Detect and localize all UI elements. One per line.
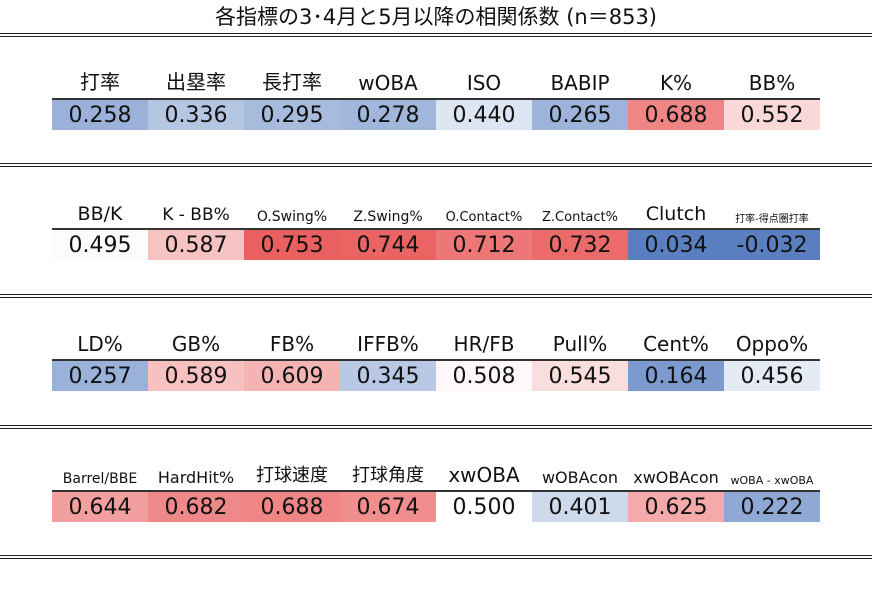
correlation-cell: 0.744 [340,230,436,260]
column-header: 打球角度 [352,465,424,486]
correlation-cell: 0.682 [148,492,244,522]
column-header: BABIP [550,71,610,95]
correlation-cell: 0.609 [244,361,340,391]
correlation-cell: 0.587 [148,230,244,260]
column-header: 長打率 [262,70,322,94]
correlation-cell: 0.440 [436,100,532,130]
correlation-cell: 0.688 [628,100,724,130]
divider [0,163,872,167]
correlation-cell: 0.508 [436,361,532,391]
correlation-cell: 0.345 [340,361,436,391]
column-header: BB% [748,71,796,95]
header-row: 打率 出塁率 長打率 wOBA ISO BABIP K% BB% [52,68,820,98]
correlation-cell: 0.164 [628,361,724,391]
column-header: wOBA - xwOBA [730,474,814,487]
column-header: wOBA [358,71,418,95]
correlation-cell: 0.258 [52,100,148,130]
correlation-cell: 0.688 [244,492,340,522]
column-header: Barrel/BBE [62,471,138,487]
column-header: Pull% [552,332,608,356]
column-header: ISO [466,71,502,95]
correlation-cell: 0.456 [724,361,820,391]
column-header: Clutch [645,203,707,225]
chart-title: 各指標の3･4月と5月以降の相関係数 (n＝853) [214,5,658,29]
column-header: O.Swing% [256,209,328,225]
correlation-cell: 0.732 [532,230,628,260]
column-header: O.Contact% [445,210,523,225]
value-row: 0.495 0.587 0.753 0.744 0.712 0.732 0.034 -0.03… [52,228,820,260]
column-header: K - BB% [162,205,230,225]
column-header: LD% [77,332,123,356]
column-header: xwOBA [448,463,520,487]
header-row: Barrel/BBE HardHit% 打球速度 打球角度 xwOBA wOBAcon xw… [52,460,820,490]
value-row: 0.644 0.682 0.688 0.674 0.500 0.401 0.625 0.222 [52,490,820,522]
divider [0,294,872,298]
correlation-cell: -0.032 [724,230,820,260]
correlation-cell: 0.589 [148,361,244,391]
correlation-cell: 0.265 [532,100,628,130]
correlation-cell: 0.401 [532,492,628,522]
column-header: wOBAcon [541,468,619,487]
correlation-cell: 0.278 [340,100,436,130]
correlation-cell: 0.257 [52,361,148,391]
column-header: Cent% [643,332,709,356]
metric-group-3: LD% GB% FB% IFFB% HR/FB Pull% Cent% Oppo% 0.257 0… [52,329,820,391]
divider [0,33,872,37]
column-header: HR/FB [453,332,515,356]
correlation-cell: 0.552 [724,100,820,130]
value-row: 0.258 0.336 0.295 0.278 0.440 0.265 0.688 0.552 [52,98,820,130]
column-header: BB/K [77,203,123,225]
correlation-cell: 0.753 [244,230,340,260]
correlation-cell: 0.644 [52,492,148,522]
correlation-cell: 0.674 [340,492,436,522]
column-header: xwOBAcon [633,468,719,487]
divider [0,425,872,429]
column-header: HardHit% [157,468,235,487]
correlation-cell: 0.034 [628,230,724,260]
column-header: FB% [269,332,315,356]
column-header: 出塁率 [166,70,226,94]
correlation-cell: 0.295 [244,100,340,130]
metric-group-2: BB/K K - BB% O.Swing% Z.Swing% O.Contact% Z.C… [52,198,820,260]
correlation-cell: 0.336 [148,100,244,130]
column-header: Z.Contact% [542,210,618,225]
correlation-cell: 0.495 [52,230,148,260]
column-header: 打球速度 [256,465,328,486]
column-header: GB% [171,332,221,356]
correlation-cell: 0.625 [628,492,724,522]
column-header: Z.Swing% [353,209,423,225]
metric-group-4: Barrel/BBE HardHit% 打球速度 打球角度 xwOBA wOBAcon xw… [52,460,820,522]
value-row: 0.257 0.589 0.609 0.345 0.508 0.545 0.164 0.456 [52,359,820,391]
column-header: K% [659,71,693,95]
correlation-cell: 0.500 [436,492,532,522]
correlation-cell: 0.222 [724,492,820,522]
header-row: BB/K K - BB% O.Swing% Z.Swing% O.Contact% Z.C… [52,198,820,228]
correlation-cell: 0.712 [436,230,532,260]
column-header: IFFB% [357,332,419,356]
column-header: 打率-得点圏打率 [735,214,809,225]
column-header: 打率 [80,70,120,94]
metric-group-1: 打率 出塁率 長打率 wOBA ISO BABIP K% BB% 0.258 0.336 0.295… [52,68,820,130]
header-row: LD% GB% FB% IFFB% HR/FB Pull% Cent% Oppo% [52,329,820,359]
divider [0,555,872,559]
column-header: Oppo% [735,332,809,356]
correlation-cell: 0.545 [532,361,628,391]
